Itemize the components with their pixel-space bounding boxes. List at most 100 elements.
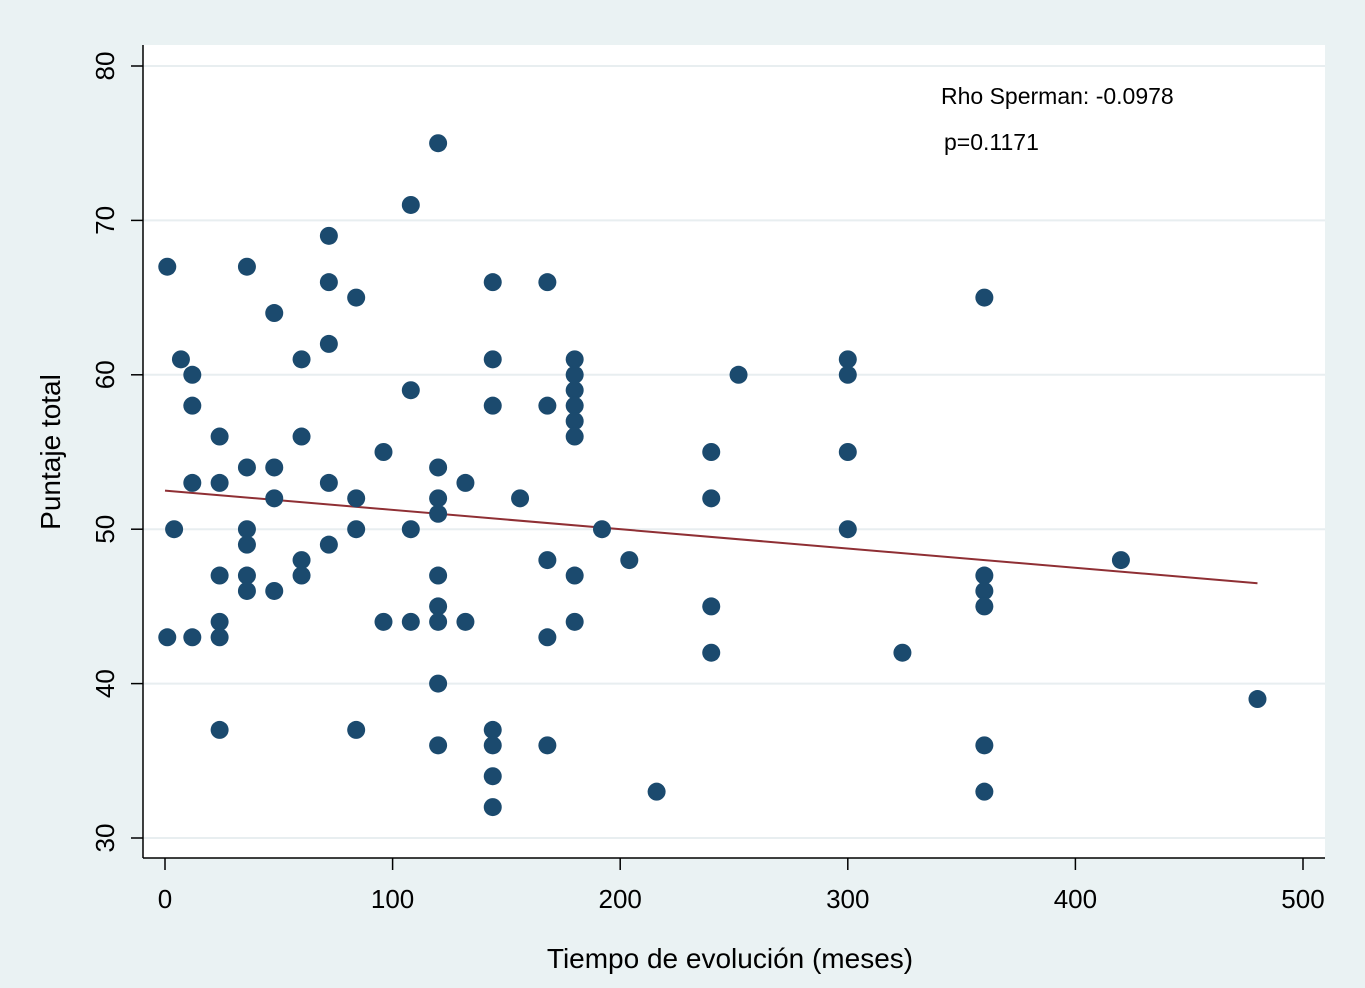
data-point [565, 350, 584, 369]
data-point [347, 489, 366, 508]
y-tick-label: 40 [90, 669, 120, 698]
data-point [319, 273, 338, 292]
y-tick-label: 80 [90, 52, 120, 81]
x-tick-label: 400 [1054, 884, 1097, 914]
plot-area [143, 45, 1325, 858]
data-point [483, 798, 502, 817]
data-point [538, 736, 557, 755]
x-tick-label: 200 [599, 884, 642, 914]
data-point [292, 427, 311, 446]
data-point [483, 720, 502, 739]
data-point [347, 720, 366, 739]
data-point [511, 489, 530, 508]
data-point [702, 597, 721, 616]
data-points [158, 134, 1267, 817]
data-point [975, 288, 994, 307]
data-point [838, 350, 857, 369]
data-point [429, 458, 448, 477]
data-point [565, 612, 584, 631]
data-point [319, 226, 338, 245]
data-point [565, 427, 584, 446]
data-point [292, 551, 311, 570]
x-tick-label: 300 [826, 884, 869, 914]
data-point [401, 195, 420, 214]
data-point [592, 520, 611, 539]
y-tick-label: 70 [90, 206, 120, 235]
data-point [237, 257, 256, 276]
data-point [565, 381, 584, 400]
data-point [456, 612, 475, 631]
data-point [565, 396, 584, 415]
data-point [429, 566, 448, 585]
data-point [210, 720, 229, 739]
data-point [893, 643, 912, 662]
data-point [210, 473, 229, 492]
data-point [456, 473, 475, 492]
fit-line-group [164, 489, 1258, 585]
data-point [237, 520, 256, 539]
x-tick-label: 500 [1281, 884, 1324, 914]
data-point [237, 458, 256, 477]
y-tick-label: 30 [90, 824, 120, 853]
data-point [183, 628, 202, 647]
data-point [210, 427, 229, 446]
x-axis-ticks: 0 100 200 300 400 500 [158, 858, 1325, 914]
data-point [483, 736, 502, 755]
data-point [565, 412, 584, 431]
annotation-p-value: p=0.1171 [944, 129, 1039, 155]
data-point [401, 520, 420, 539]
data-point [210, 566, 229, 585]
data-point [1248, 690, 1267, 709]
x-axis-title: Tiempo de evolución (meses) [547, 943, 913, 974]
y-axis-ticks: 30 40 50 60 70 80 [90, 52, 143, 853]
data-point [483, 396, 502, 415]
data-point [1111, 551, 1130, 570]
data-point [429, 674, 448, 693]
data-point [538, 273, 557, 292]
data-point [429, 736, 448, 755]
data-point [158, 628, 177, 647]
data-point [838, 520, 857, 539]
data-point [620, 551, 639, 570]
data-point [429, 489, 448, 508]
data-point [429, 504, 448, 523]
data-point [429, 597, 448, 616]
data-point [838, 443, 857, 461]
data-point [237, 566, 256, 585]
data-point [565, 566, 584, 585]
data-point [210, 628, 229, 647]
data-point [975, 597, 994, 616]
data-point [429, 134, 448, 153]
data-point [647, 782, 666, 801]
data-point [265, 458, 284, 477]
data-point [237, 535, 256, 554]
data-point [319, 334, 338, 353]
data-point [210, 612, 229, 631]
data-point [158, 257, 177, 276]
data-point [237, 581, 256, 600]
data-point [292, 566, 311, 585]
data-point [483, 273, 502, 292]
data-point [702, 443, 721, 461]
data-point [975, 581, 994, 600]
data-point [265, 581, 284, 600]
data-point [975, 736, 994, 755]
x-tick-label: 100 [371, 884, 414, 914]
data-point [483, 767, 502, 786]
data-point [538, 551, 557, 570]
data-point [183, 365, 202, 384]
data-point [319, 473, 338, 492]
data-point [401, 381, 420, 400]
data-point [319, 535, 338, 554]
data-point [292, 350, 311, 369]
y-tick-label: 50 [90, 515, 120, 544]
data-point [265, 304, 284, 323]
data-point [538, 396, 557, 415]
data-point [347, 520, 366, 539]
data-point [374, 443, 393, 461]
data-point [538, 628, 557, 647]
data-point [702, 643, 721, 662]
data-point [165, 520, 184, 539]
data-point [729, 365, 748, 384]
fit-line [164, 489, 1258, 585]
